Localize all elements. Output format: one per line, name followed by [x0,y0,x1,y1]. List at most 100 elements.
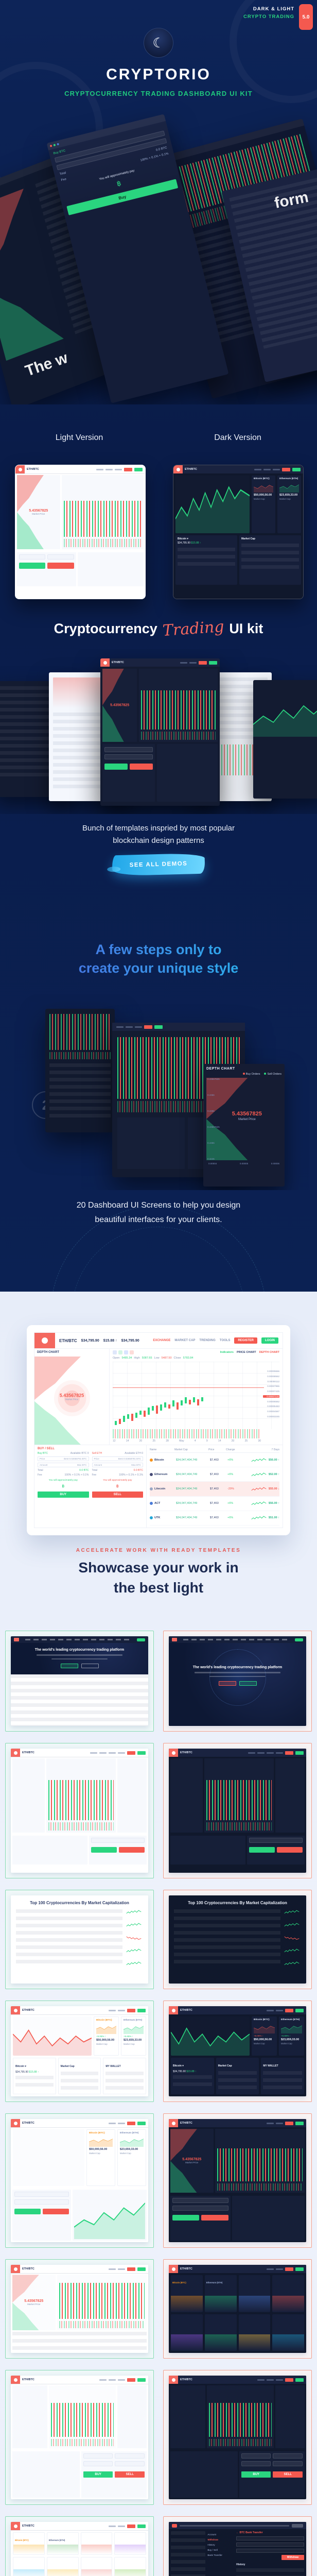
register-button[interactable]: REGISTER [234,1337,257,1344]
market-price-value: 5.43567825 [232,1110,262,1117]
coin-card[interactable] [80,2557,113,2576]
wallet-coin-list[interactable] [171,2531,206,2576]
chart-tool-icon[interactable] [113,1350,117,1354]
dashboard-logo-icon[interactable] [34,1333,55,1348]
buy-sell-tab[interactable]: BUY / SELL [38,1447,55,1450]
showcase-card-depth-exchange-light[interactable]: ETH/BTC 5.43567825 Market Price [5,2259,154,2359]
buy-button[interactable]: BUY [241,2471,271,2478]
time-axis: 12 14 20 25 28 May 4 9 14 20 25 30 [113,1439,261,1443]
price-chart-tab[interactable]: PRICE CHART [236,1351,256,1354]
showcase-card-top100-dark[interactable]: Top 100 Cryptocurrencies By Market Capit… [163,1890,312,1990]
nav-exchange[interactable]: EXCHANGE [153,1339,171,1342]
depth-chart-title: DEPTH CHART [206,1067,235,1071]
coin-card[interactable] [272,2314,304,2351]
showcase-row-overview: ETH/BTC Bitcoin (BTC) +5.06% ↑ $50,000,56.… [5,2001,312,2103]
showcase-card-overview-light[interactable]: ETH/BTC Bitcoin (BTC) +5.06% ↑ $50,000,56.… [5,2001,154,2103]
pair-label: ETH/BTC [185,468,197,471]
showcase-row-terminal: ETH/BTC BUY SELL [5,2370,312,2505]
bitcoin-glyph-icon: ฿ [116,1484,119,1488]
coin-card[interactable]: Bitcoin (BTC) [13,2532,45,2555]
top-navy-area: DARK & LIGHT CRYPTO TRADING 5.0 ☾ CRYPTO… [0,0,317,1292]
showcase-card-markets-light[interactable]: ETH/BTC Bitcoin (BTC) $50,000,56.00 Market… [5,2113,154,2248]
chart-tool-icon[interactable] [118,1350,122,1354]
cryptorio-logo-icon: ☾ [144,28,173,58]
sell-amount-input[interactable]: Amount Max BTC [92,1463,143,1467]
withdraw-button[interactable]: Withdraw [281,2555,304,2561]
coin-table: Name Market Cap Price Change 7 Days Bitc… [147,1445,283,1528]
table-row[interactable]: UTK $34,047,404,749 $7,463 +6% $51.00 ↑ [150,1511,279,1526]
bank-transfer-link[interactable]: ← BTC Bank Transfer [236,2531,263,2535]
showcase-kicker: ACCELERATE WORK WITH READY TEMPLATES [76,1548,241,1553]
showcase-card-landing-light[interactable]: The world's leading cryptocurrency tradi… [5,1631,154,1732]
showcase-card-terminal-dark[interactable]: ETH/BTC BUY SELL [163,2370,312,2505]
depth-chart-panel: DEPTH CHART 5.43567825 Market Price [34,1348,110,1445]
sell-button[interactable]: SELL [92,1492,143,1498]
coin-card[interactable]: Ethereum (ETH) [204,2275,237,2312]
sell-price-input[interactable]: Price Best 0.02658791 BTC [92,1456,143,1461]
sell-button[interactable]: SELL [273,2471,303,2478]
showcase-card-top100-light[interactable]: Top 100 Cryptocurrencies By Market Capit… [5,1890,154,1990]
buy-sell-panel: BUY / SELL Buy BTC Available BTC 0 Price B… [34,1445,147,1528]
total-value: 0.0 BTC [155,146,168,152]
market-price: 5.43567825 [29,509,48,513]
withdraw-field[interactable] [236,2549,304,2553]
table-row[interactable]: ACT $34,047,404,749 $7,463 +6% $56.00 ↑ [150,1497,279,1511]
pair-label: ETH/BTC [27,468,39,471]
showcase-card-coin-cards-dark[interactable]: ETH/BTC Bitcoin (BTC) Ethereum (ETH) [163,2259,312,2359]
steps-heading-line2: create your unique style [78,960,239,976]
coin-card[interactable]: Ethereum (ETH) [46,2532,79,2555]
steps-heading-line1: A few steps only to [95,942,222,957]
chart-tool-icon[interactable] [130,1350,134,1354]
coin-card[interactable] [238,2275,271,2312]
nav-market-cap[interactable]: MARKET CAP [174,1339,196,1342]
buy-button[interactable]: BUY [38,1492,89,1498]
showcase-card-exchange-dark[interactable]: ETH/BTC [163,1743,312,1879]
indicators-tab[interactable]: Indicators [220,1351,234,1354]
showcase-card-landing-dark[interactable]: The world's leading cryptocurrency tradi… [163,1631,312,1732]
showcase-card-exchange-light[interactable]: ETH/BTC [5,1743,154,1879]
light-version-preview[interactable]: ETH/BTC 5.43567825 Market Price [15,465,146,599]
table-row-highlighted[interactable]: Litecoin $34,047,404,749 $7,463 -29% $55.00… [150,1482,279,1497]
table-row[interactable]: Ethereum $34,047,404,749 $7,463 +6% $52.00 … [150,1467,279,1482]
withdraw-field[interactable] [236,2536,304,2541]
chart-tool-icon[interactable] [124,1350,128,1354]
light-area: ETH/BTC $34,795.90 $15.88 ↑ $34,795.90 E… [0,1292,317,2576]
coin-card[interactable] [238,2314,271,2351]
coin-card[interactable]: Bitcoin (BTC) [171,2275,203,2312]
nav-trending[interactable]: TRENDING [199,1339,216,1342]
buy-button[interactable]: BUY [83,2471,113,2478]
fan-montage: ETH/BTC 5.43567825 [0,649,317,814]
showcase-row-exchange: ETH/BTC ETH/BTC [5,1743,312,1879]
pair-selector[interactable]: ETH/BTC [59,1338,77,1343]
coin-card[interactable] [114,2557,146,2576]
dark-version-preview[interactable]: ETH/BTC Bitcoin (BTC) $50,000,56.00 Market… [173,465,304,599]
coin-card[interactable] [204,2314,237,2351]
login-button[interactable]: LOGIN [261,1337,278,1344]
version-badge: 5.0 [299,4,313,30]
depth-chart-tab[interactable]: DEPTH CHART [259,1351,279,1354]
showcase-card-withdraw-dark[interactable]: Account Withdraw History Buy / Sell Bank… [163,2516,312,2576]
sell-button[interactable]: SELL [115,2471,145,2478]
showcase-card-overview-dark[interactable]: ETH/BTC Bitcoin (BTC) +5.06% ↑ $50,000,56.… [163,2001,312,2103]
nav-tools[interactable]: TOOLS [219,1339,231,1342]
bunch-section-1: Bunch of templates inspried by most popu… [0,814,317,889]
showcase-card-terminal-light[interactable]: ETH/BTC BUY SELL [5,2370,154,2505]
table-row[interactable]: Bitcoin $34,047,404,749 $7,463 +6% $56.00 ↑ [150,1453,279,1468]
bitcoin-glyph-icon: ฿ [62,1484,65,1488]
coin-card[interactable] [46,2557,79,2576]
withdraw-field[interactable] [236,2543,304,2547]
coin-card[interactable] [13,2557,45,2576]
showcase-card-coin-cards-light[interactable]: ETH/BTC Bitcoin (BTC) Ethereum (ETH) [5,2516,154,2576]
buy-price-input[interactable]: Price Best 0.02658791 BTC [38,1456,89,1461]
coin-card[interactable] [80,2532,113,2555]
showcase-card-depth-exchange-dark[interactable]: ETH/BTC 5.43567825 Market Price [163,2113,312,2248]
coin-card[interactable] [272,2275,304,2312]
hero-montage: Buy BTC Total 0.0 BTC Fee 100% + 0.1% + 0.… [0,114,317,404]
coin-card[interactable] [114,2532,146,2555]
buy-amount-input[interactable]: Amount Max BTC [38,1463,89,1467]
coin-card[interactable] [171,2314,203,2351]
see-all-demos-button[interactable]: SEE ALL DEMOS [112,853,205,876]
brand-subtitle: CRYPTOCURRENCY TRADING DASHBOARD UI KIT [64,90,253,97]
showcase-grid: The world's leading cryptocurrency tradi… [0,1631,317,2576]
